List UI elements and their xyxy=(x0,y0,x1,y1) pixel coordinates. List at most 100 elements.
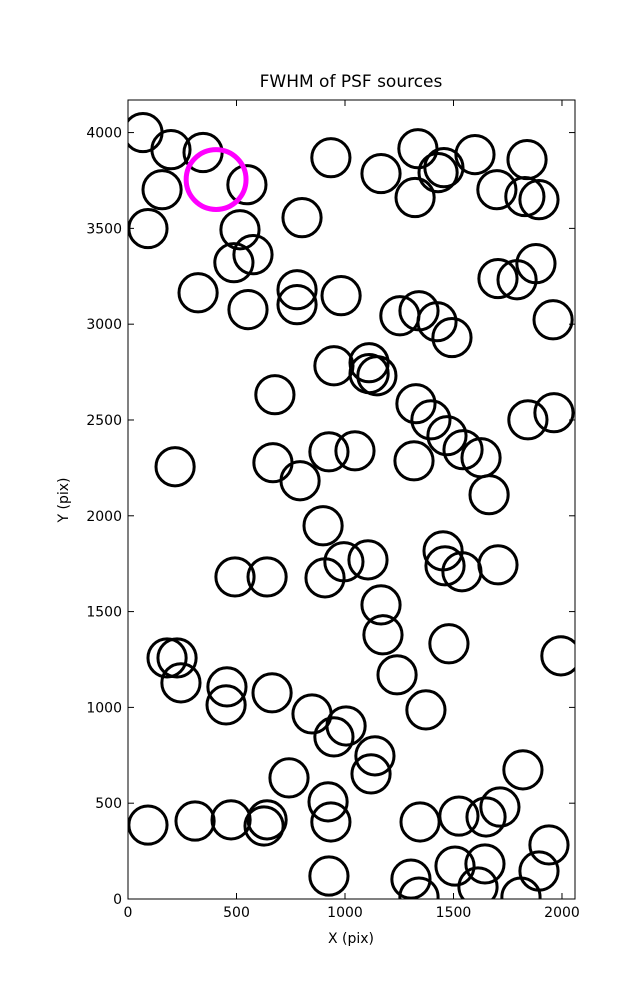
x-tick-label: 0 xyxy=(124,905,133,921)
source-circle xyxy=(214,556,256,598)
source-circle xyxy=(348,342,390,384)
y-tick-label: 0 xyxy=(113,892,122,908)
source-circle xyxy=(424,545,466,587)
source-circle xyxy=(479,786,521,828)
source-circle xyxy=(540,635,575,677)
source-circle xyxy=(454,134,496,176)
y-tick-label: 1500 xyxy=(86,605,122,621)
source-circle xyxy=(210,799,252,841)
source-circle xyxy=(507,399,549,441)
source-circle xyxy=(431,316,473,359)
source-circle xyxy=(205,684,247,726)
source-circle xyxy=(395,383,437,425)
source-circle xyxy=(219,209,261,251)
chart-title: FWHM of PSF sources xyxy=(260,72,443,92)
plot-frame xyxy=(127,99,576,900)
source-circle xyxy=(417,152,459,194)
source-circle xyxy=(360,584,402,626)
source-circle xyxy=(310,137,352,179)
x-tick-label: 1500 xyxy=(436,905,472,921)
source-circle xyxy=(307,781,349,823)
source-circle xyxy=(393,440,435,482)
source-circle xyxy=(128,207,169,250)
source-circle xyxy=(362,614,404,656)
source-circle xyxy=(251,672,293,714)
source-circle xyxy=(128,804,169,846)
source-circle xyxy=(304,557,346,599)
source-circle xyxy=(313,345,355,387)
source-circle xyxy=(438,795,480,837)
source-circle xyxy=(405,689,447,731)
source-circle xyxy=(354,735,396,777)
source-circle xyxy=(150,129,192,171)
source-circle xyxy=(518,179,560,221)
source-circle xyxy=(515,243,557,285)
y-tick-label: 2500 xyxy=(86,413,122,429)
source-circle xyxy=(360,152,402,195)
source-circle xyxy=(398,876,440,899)
source-circle xyxy=(310,801,352,843)
source-circle xyxy=(313,716,355,758)
x-tick-label: 500 xyxy=(223,905,250,921)
y-axis-label: Y (pix) xyxy=(56,478,72,524)
source-circle xyxy=(291,693,333,735)
y-tick-label: 3500 xyxy=(86,221,122,237)
source-circle xyxy=(397,128,439,170)
source-circle xyxy=(500,876,542,899)
source-circle xyxy=(528,824,570,866)
source-circle xyxy=(518,850,560,892)
source-circle xyxy=(154,446,196,488)
source-circle xyxy=(442,429,484,471)
source-circle xyxy=(504,175,546,218)
source-circle xyxy=(183,147,249,212)
source-circle xyxy=(156,637,198,679)
y-tick-label: 4000 xyxy=(86,126,122,142)
source-circle xyxy=(206,666,248,708)
x-tick-label: 2000 xyxy=(544,905,580,921)
source-circle xyxy=(477,544,519,586)
source-circle xyxy=(320,275,362,317)
source-circle xyxy=(502,749,544,791)
source-circle xyxy=(268,757,310,799)
source-circle xyxy=(302,505,344,547)
source-circle xyxy=(254,374,296,416)
y-tick-label: 2000 xyxy=(86,509,122,525)
source-circle xyxy=(428,623,470,665)
source-circle xyxy=(356,355,398,397)
source-circle xyxy=(246,556,288,598)
source-circle xyxy=(276,284,318,326)
source-circle xyxy=(410,399,452,441)
source-circle xyxy=(279,460,321,502)
source-circle xyxy=(457,866,499,899)
source-circle xyxy=(476,169,518,211)
source-circle xyxy=(227,289,269,331)
source-circle xyxy=(232,234,274,276)
source-circle xyxy=(177,272,219,314)
source-circle xyxy=(276,269,318,311)
source-circle xyxy=(477,257,519,300)
x-tick-label: 1000 xyxy=(327,905,363,921)
source-circle xyxy=(174,800,216,842)
source-circle xyxy=(252,442,294,484)
source-circle xyxy=(308,855,350,897)
source-circle xyxy=(160,662,202,704)
source-circle xyxy=(416,301,458,343)
source-circle xyxy=(399,801,441,843)
source-circle xyxy=(390,858,432,899)
source-circle xyxy=(325,705,367,747)
source-circle xyxy=(532,299,574,341)
source-circle xyxy=(246,799,288,841)
y-tick-label: 500 xyxy=(95,796,122,812)
y-tick-label: 3000 xyxy=(86,317,122,333)
source-circle xyxy=(243,805,285,847)
source-circle xyxy=(347,539,389,581)
source-circle xyxy=(465,796,507,838)
source-circle xyxy=(350,753,392,795)
source-circle xyxy=(464,843,506,885)
source-circle xyxy=(334,430,376,472)
source-circle xyxy=(213,242,255,284)
source-circle xyxy=(308,431,350,473)
source-circle xyxy=(506,138,548,181)
source-circle xyxy=(394,176,436,219)
